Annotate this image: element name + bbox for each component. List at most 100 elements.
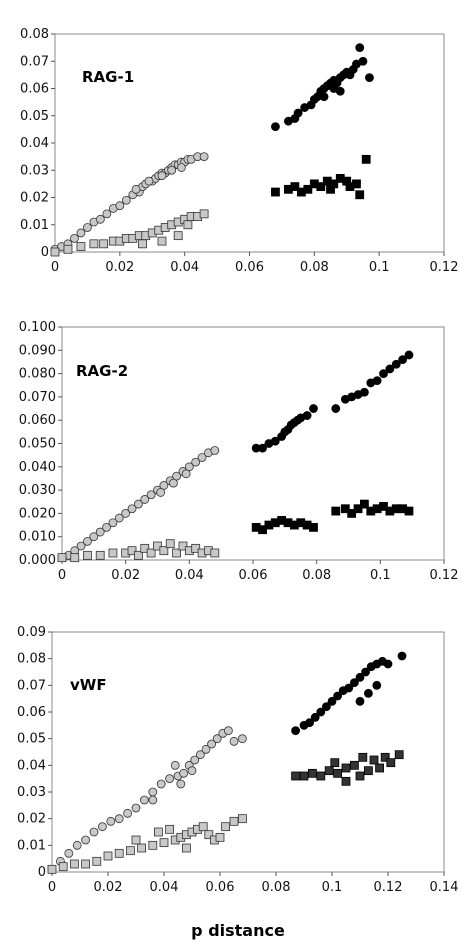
data-point xyxy=(115,201,125,211)
y-tick-label: 0.06 xyxy=(17,705,46,720)
data-point xyxy=(121,195,131,205)
data-point xyxy=(316,771,326,781)
data-point xyxy=(333,768,343,778)
data-point xyxy=(397,651,407,661)
data-point xyxy=(199,209,209,219)
data-point xyxy=(372,680,382,690)
panel-rag1: 0 0.01 0.02 0.03 0.04 0.05 0.06 0.07 0.08 0 0.02 0.… xyxy=(20,27,458,275)
data-point xyxy=(353,504,363,514)
data-point xyxy=(355,672,365,682)
data-point xyxy=(372,376,382,385)
data-point xyxy=(159,838,169,848)
data-point xyxy=(210,446,220,455)
data-point xyxy=(127,546,137,556)
x-tick-label: 0.08 xyxy=(262,880,291,895)
data-point xyxy=(167,165,177,175)
data-point xyxy=(99,239,109,249)
series-1 xyxy=(251,350,414,453)
data-point xyxy=(271,187,280,197)
y-tick-label: 0.040 xyxy=(19,460,56,475)
x-tick-label: 0.08 xyxy=(300,260,329,275)
data-point xyxy=(305,718,315,728)
data-point xyxy=(83,550,92,560)
data-point xyxy=(146,548,156,558)
y-tick-label: 0.02 xyxy=(17,812,46,827)
data-point xyxy=(316,707,326,717)
panel-label: vWF xyxy=(70,676,107,694)
data-point xyxy=(57,553,67,563)
data-point xyxy=(102,209,112,219)
data-point xyxy=(83,223,92,232)
data-point xyxy=(223,726,233,736)
x-tick-label: 0 xyxy=(51,260,59,275)
series-1 xyxy=(271,43,374,132)
y-tick-label: 0.000 xyxy=(19,553,56,568)
y-tick-label: 0.09 xyxy=(17,625,46,640)
series-2 xyxy=(47,814,247,874)
data-point xyxy=(140,495,150,504)
data-point xyxy=(178,541,188,551)
data-point xyxy=(157,171,167,181)
data-point xyxy=(352,179,361,189)
data-point xyxy=(50,247,60,257)
data-point xyxy=(258,525,267,535)
data-point xyxy=(181,843,191,853)
data-point xyxy=(70,233,79,243)
data-point xyxy=(363,766,373,776)
panel-vwf: 0 0.01 0.02 0.03 0.04 0.05 0.06 0.07 0.08 0.09 0 0.… xyxy=(17,625,458,895)
data-point xyxy=(404,506,414,516)
x-tick-label: 0.06 xyxy=(235,260,264,275)
data-point xyxy=(386,758,396,768)
data-point xyxy=(344,683,354,693)
x-tick-label: 0.12 xyxy=(430,260,459,275)
data-point xyxy=(140,543,150,553)
data-point xyxy=(303,184,313,194)
y-tick-label: 0.05 xyxy=(20,109,49,124)
data-point xyxy=(131,184,141,194)
data-point xyxy=(95,550,105,560)
data-point xyxy=(293,108,303,118)
y-tick-label: 0.04 xyxy=(20,136,49,151)
y-tick-label: 0.03 xyxy=(17,785,46,800)
series-0 xyxy=(47,726,247,874)
data-point xyxy=(394,750,404,760)
series-3 xyxy=(291,750,404,786)
data-point xyxy=(360,387,369,397)
data-point xyxy=(83,536,92,546)
y-tick-label: 0.04 xyxy=(17,758,46,773)
data-point xyxy=(361,154,371,164)
data-point xyxy=(172,548,182,558)
data-point xyxy=(309,522,318,532)
data-point xyxy=(106,816,116,826)
data-point xyxy=(360,499,369,509)
data-point xyxy=(131,803,141,813)
x-tick-label: 0.06 xyxy=(239,568,268,583)
y-tick-label: 0.010 xyxy=(19,530,56,545)
y-tick-label: 0.060 xyxy=(19,413,56,428)
data-point xyxy=(355,696,365,706)
data-point xyxy=(258,443,267,453)
y-tick-label: 0.02 xyxy=(20,191,49,206)
data-point xyxy=(89,827,99,837)
data-point xyxy=(363,688,373,698)
data-point xyxy=(324,766,334,776)
data-point xyxy=(169,478,178,488)
data-point xyxy=(148,787,158,797)
data-point xyxy=(358,752,368,762)
data-point xyxy=(379,369,388,379)
data-point xyxy=(398,355,408,365)
data-point xyxy=(103,851,113,861)
y-tick-label: 0.080 xyxy=(19,367,56,382)
data-point xyxy=(355,771,365,781)
data-point xyxy=(102,522,111,532)
panel-rag2: 0.0000.0100.0200.0300.0400.0500.0600.070… xyxy=(19,320,459,583)
series-0 xyxy=(50,152,209,254)
data-point xyxy=(355,190,365,200)
y-tick-label: 0.070 xyxy=(19,390,56,405)
data-point xyxy=(310,712,320,722)
data-point xyxy=(176,779,186,789)
x-tick-label: 0.1 xyxy=(370,568,391,583)
data-point xyxy=(191,543,201,553)
data-point xyxy=(379,502,388,511)
data-point xyxy=(187,766,197,776)
